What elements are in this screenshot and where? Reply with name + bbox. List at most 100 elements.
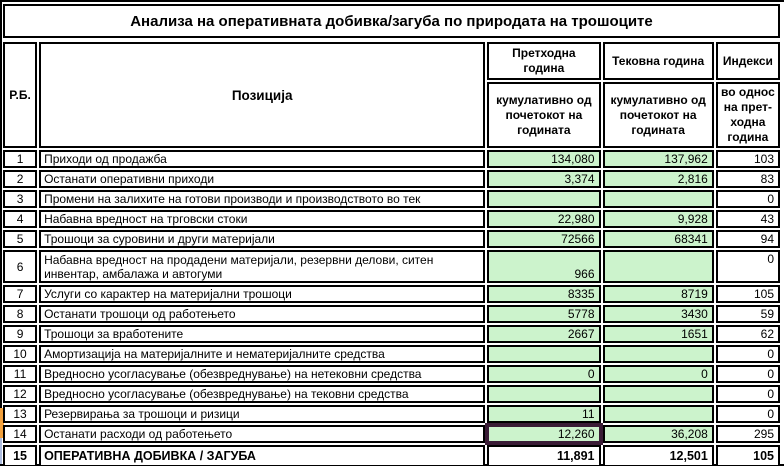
index-cell[interactable]: 83: [715, 170, 780, 188]
curr-year-cell[interactable]: 12,501: [602, 445, 714, 466]
col-header-prev-year[interactable]: Претходна година: [487, 42, 601, 80]
index-cell[interactable]: 0: [715, 345, 780, 363]
index-cell[interactable]: 0: [715, 250, 780, 283]
row-number-cell[interactable]: 6: [3, 250, 38, 283]
prev-year-cell[interactable]: 5778: [487, 305, 601, 323]
table-row: 8 Останати трошоци од работењето 5778 34…: [3, 305, 780, 323]
position-cell[interactable]: Трошоци за вработените: [39, 325, 486, 343]
row-marker-stripe: [0, 408, 4, 438]
index-cell[interactable]: 105: [715, 285, 780, 303]
curr-year-cell[interactable]: 68341: [602, 230, 714, 248]
position-cell[interactable]: Трошоци за суровини и други материјали: [39, 230, 486, 248]
selected-cell[interactable]: 12,260: [487, 425, 601, 443]
row-number-cell[interactable]: 14: [3, 425, 38, 443]
curr-year-cell[interactable]: 9,928: [602, 210, 714, 228]
row-number-cell[interactable]: 3: [3, 190, 38, 208]
prev-year-cell[interactable]: 3,374: [487, 170, 601, 188]
position-cell[interactable]: Приходи од продажба: [39, 150, 486, 168]
curr-year-cell[interactable]: 8719: [602, 285, 714, 303]
table-row: 1 Приходи од продажба 134,080 137,962 10…: [3, 150, 780, 168]
col-header-index[interactable]: Индекси: [715, 42, 780, 80]
curr-year-cell[interactable]: [602, 345, 714, 363]
index-cell[interactable]: 0: [715, 190, 780, 208]
col-header-rb[interactable]: Р.Б.: [3, 42, 38, 148]
col-header-prev-year-sub[interactable]: кумулативно од почетокот на годината: [487, 82, 601, 148]
curr-year-cell[interactable]: 0: [602, 365, 714, 383]
prev-year-cell[interactable]: 11,891: [487, 445, 601, 466]
row-number-cell[interactable]: 11: [3, 365, 38, 383]
row-number-cell[interactable]: 12: [3, 385, 38, 403]
position-cell[interactable]: Останати расходи од работењето: [39, 425, 486, 443]
curr-year-cell[interactable]: [602, 190, 714, 208]
table-row: 4 Набавна вредност на трговски стоки 22,…: [3, 210, 780, 228]
col-header-curr-year-sub[interactable]: кумулативно од почетокот на годината: [602, 82, 714, 148]
index-cell[interactable]: 295: [715, 425, 780, 443]
prev-year-cell[interactable]: 2667: [487, 325, 601, 343]
position-cell[interactable]: Амортизација на материјалните и нематери…: [39, 345, 486, 363]
index-cell[interactable]: 43: [715, 210, 780, 228]
position-cell[interactable]: ОПЕРАТИВНА ДОБИВКА / ЗАГУБА: [39, 445, 486, 466]
prev-year-cell[interactable]: 11: [487, 405, 601, 423]
position-cell[interactable]: Вредносно усогласување (обезвреднување) …: [39, 385, 486, 403]
row-number-cell[interactable]: 7: [3, 285, 38, 303]
index-cell[interactable]: 62: [715, 325, 780, 343]
prev-year-cell[interactable]: [487, 345, 601, 363]
index-cell[interactable]: 0: [715, 385, 780, 403]
index-cell[interactable]: 94: [715, 230, 780, 248]
table-row: 11 Вредносно усогласување (обезвреднувањ…: [3, 365, 780, 383]
index-cell[interactable]: 103: [715, 150, 780, 168]
prev-year-cell[interactable]: 966: [487, 250, 601, 283]
row-number-cell[interactable]: 4: [3, 210, 38, 228]
row-number-cell[interactable]: 15: [3, 445, 38, 466]
curr-year-cell[interactable]: 1651: [602, 325, 714, 343]
curr-year-cell[interactable]: 2,816: [602, 170, 714, 188]
position-cell[interactable]: Набавна вредност на трговски стоки: [39, 210, 486, 228]
analysis-table: Р.Б. Позиција Претходна година Тековна г…: [1, 40, 782, 466]
table-row: 13 Резервирања за трошоци и ризици 11 0: [3, 405, 780, 423]
prev-year-cell[interactable]: 22,980: [487, 210, 601, 228]
curr-year-cell[interactable]: [602, 405, 714, 423]
position-cell[interactable]: Резервирања за трошоци и ризици: [39, 405, 486, 423]
prev-year-cell[interactable]: [487, 190, 601, 208]
header-row-sub: кумулативно од почетокот на годината кум…: [3, 82, 780, 148]
row-number-cell[interactable]: 5: [3, 230, 38, 248]
position-cell[interactable]: Останати оперативни приходи: [39, 170, 486, 188]
index-cell[interactable]: 0: [715, 405, 780, 423]
position-cell[interactable]: Набавна вредност на продадени материјали…: [39, 250, 486, 283]
position-cell[interactable]: Услуги со карактер на материјални трошоц…: [39, 285, 486, 303]
curr-year-cell[interactable]: 36,208: [602, 425, 714, 443]
row-number-cell[interactable]: 2: [3, 170, 38, 188]
position-cell[interactable]: Вредносно усогласување (обезвреднување) …: [39, 365, 486, 383]
table-row: 5 Трошоци за суровини и други материјали…: [3, 230, 780, 248]
curr-year-cell[interactable]: [602, 385, 714, 403]
row-number-cell[interactable]: 13: [3, 405, 38, 423]
curr-year-cell[interactable]: 3430: [602, 305, 714, 323]
table-row: 10 Амортизација на материјалните и немат…: [3, 345, 780, 363]
row-number-cell[interactable]: 8: [3, 305, 38, 323]
total-row: 15 ОПЕРАТИВНА ДОБИВКА / ЗАГУБА 11,891 12…: [3, 445, 780, 466]
position-cell[interactable]: Останати трошоци од работењето: [39, 305, 486, 323]
index-cell[interactable]: 0: [715, 365, 780, 383]
row-number-cell[interactable]: 10: [3, 345, 38, 363]
prev-year-cell[interactable]: 0: [487, 365, 601, 383]
row-number-cell[interactable]: 1: [3, 150, 38, 168]
header-row-top: Р.Б. Позиција Претходна година Тековна г…: [3, 42, 780, 148]
col-header-position[interactable]: Позиција: [39, 42, 486, 148]
table-row: 14 Останати расходи од работењето 12,260…: [3, 425, 780, 443]
table-row: 2 Останати оперативни приходи 3,374 2,81…: [3, 170, 780, 188]
prev-year-cell[interactable]: 8335: [487, 285, 601, 303]
curr-year-cell[interactable]: [602, 250, 714, 283]
index-cell[interactable]: 105: [715, 445, 780, 466]
index-cell[interactable]: 59: [715, 305, 780, 323]
col-header-curr-year[interactable]: Тековна година: [602, 42, 714, 80]
col-header-index-sub[interactable]: во однос на прет-ходна година: [715, 82, 780, 148]
curr-year-cell[interactable]: 137,962: [602, 150, 714, 168]
position-cell[interactable]: Промени на залихите на готови производи …: [39, 190, 486, 208]
row-number-cell[interactable]: 9: [3, 325, 38, 343]
prev-year-cell[interactable]: [487, 385, 601, 403]
table-title: Анализа на оперативната добивка/загуба п…: [3, 4, 780, 38]
prev-year-cell[interactable]: 134,080: [487, 150, 601, 168]
prev-year-cell[interactable]: 72566: [487, 230, 601, 248]
left-edge-line: [0, 0, 2, 408]
fill-handle-icon[interactable]: [596, 438, 599, 441]
